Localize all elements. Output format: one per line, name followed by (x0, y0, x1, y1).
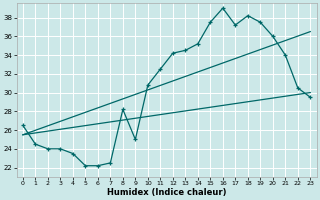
X-axis label: Humidex (Indice chaleur): Humidex (Indice chaleur) (107, 188, 226, 197)
